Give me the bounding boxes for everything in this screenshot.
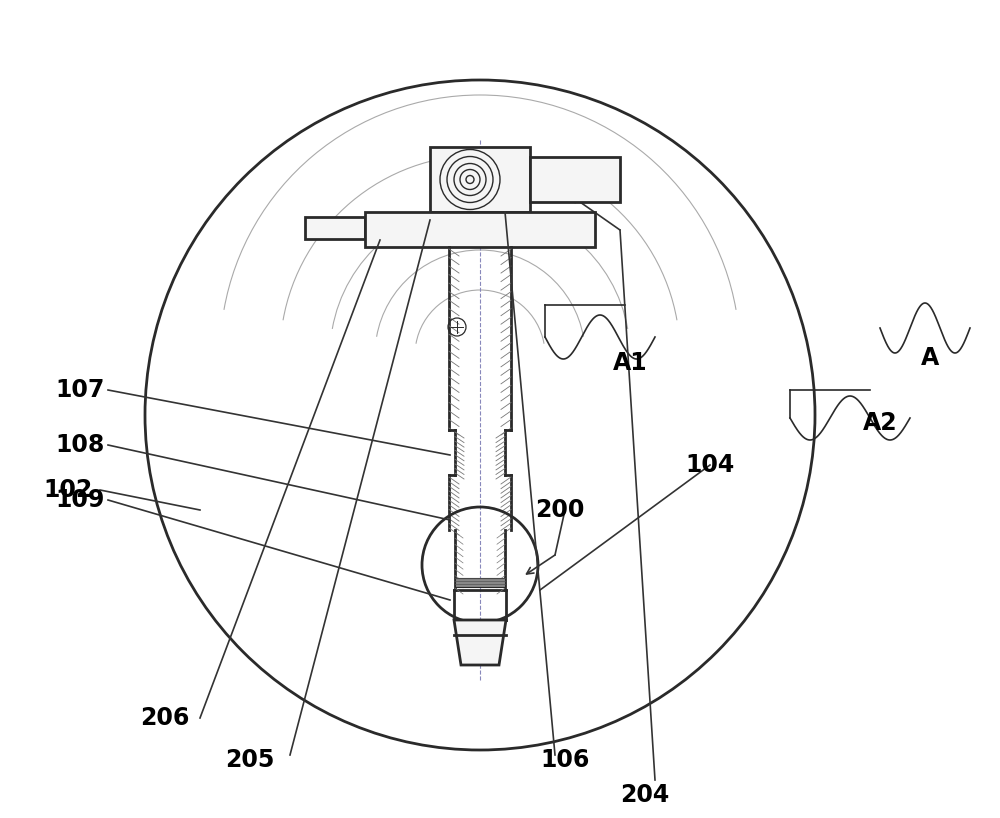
Text: 205: 205 [225,748,275,772]
Text: 204: 204 [620,783,670,807]
Bar [365,212,595,247]
Text: 107: 107 [55,378,105,402]
Text: 104: 104 [685,453,735,477]
Text: A: A [921,346,939,370]
Text: 102: 102 [43,478,93,502]
Polygon shape [454,620,506,665]
Text: 200: 200 [535,498,585,522]
Text: 206: 206 [140,706,190,730]
Bar [305,217,365,239]
Text: 108: 108 [55,433,105,457]
Text: 109: 109 [55,488,105,512]
Text: 106: 106 [540,748,590,772]
Bar [455,578,505,587]
Bar [430,147,530,212]
Text: A1: A1 [613,351,647,375]
Bar [530,157,620,202]
Text: A2: A2 [863,411,897,435]
